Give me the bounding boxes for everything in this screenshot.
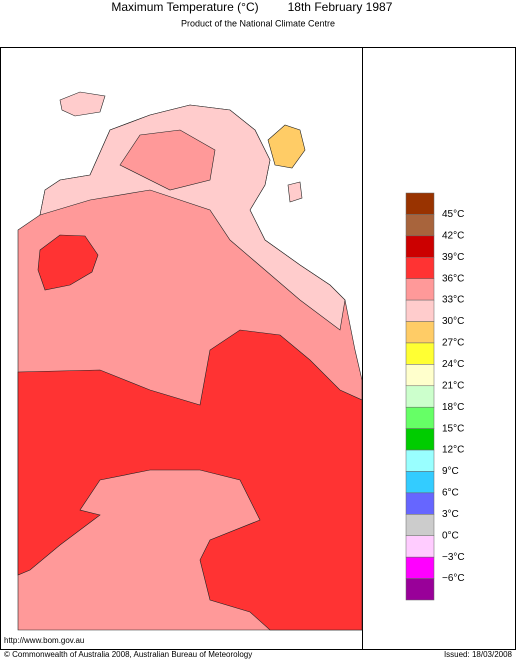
legend-swatch [405,428,435,451]
legend-label: 36°C [442,273,464,284]
legend-label: −6°C [442,573,465,584]
legend-swatch [405,578,435,601]
legend-swatch [405,321,435,344]
legend-label: 33°C [442,295,464,306]
legend-swatch [405,535,435,558]
legend-swatch [405,471,435,494]
legend-label: 9°C [442,466,459,477]
title: Maximum Temperature (°C) [111,0,258,14]
legend-swatch [405,235,435,258]
legend-swatch [405,556,435,579]
legend-label: 24°C [442,359,464,370]
legend-label: 27°C [442,338,464,349]
legend-label: 6°C [442,488,459,499]
legend-swatch [405,192,435,215]
legend-label: −3°C [442,552,465,563]
legend-swatch [405,514,435,536]
legend-label: 0°C [442,530,459,541]
legend-swatch [405,214,435,237]
map [17,91,363,631]
region-33-36 [119,129,216,191]
url: http://www.bom.gov.au [4,636,84,645]
island [59,91,106,117]
region-30-33 [39,104,346,331]
legend-swatch [405,257,435,279]
legend-swatch [405,299,435,322]
legend-swatch [405,492,435,515]
legend-label: 21°C [442,380,464,391]
legend-label: 18°C [442,402,464,413]
date: 18th February 1987 [288,0,393,14]
legend-swatch [405,385,435,408]
legend: 45°C 42°C 39°C 36°C 33°C 30°C 27°C 24°C 21°C 18°C… [405,192,465,601]
legend-label: 39°C [442,252,464,263]
subtitle: Product of the National Climate Centre [181,18,335,28]
legend-label: 42°C [442,230,464,241]
issued: Issued: 18/03/2008 [444,650,513,659]
legend-swatch [405,278,435,301]
region-36-39 [17,329,363,631]
legend-label: 3°C [442,509,459,520]
legend-label: 45°C [442,209,464,220]
legend-label: 12°C [442,445,464,456]
legend-swatch [405,449,435,472]
legend-swatch [405,364,435,387]
region-36-39 [37,234,99,291]
legend-swatch [405,342,435,365]
island [267,124,306,169]
island [287,181,303,203]
legend-label: 15°C [442,423,464,434]
legend-swatch [405,406,435,429]
legend-label: 30°C [442,316,464,327]
copyright: © Commonwealth of Australia 2008, Austra… [4,650,252,659]
